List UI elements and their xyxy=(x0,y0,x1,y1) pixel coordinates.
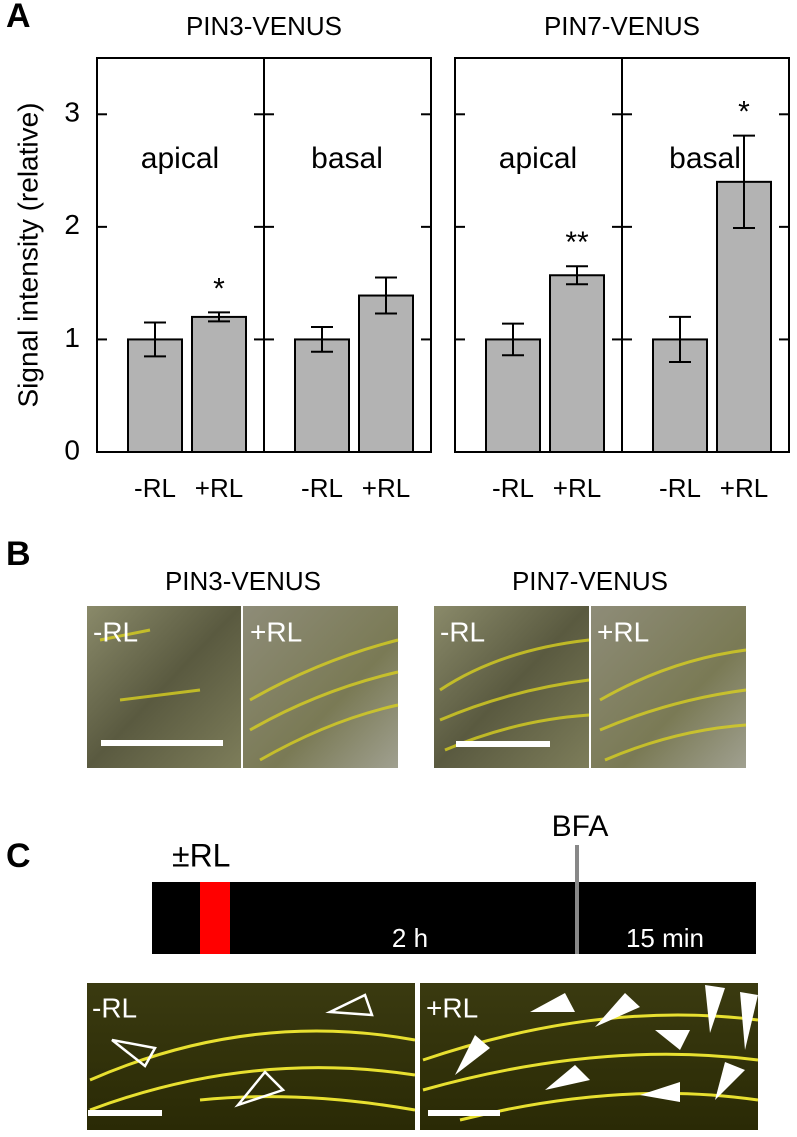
significance: * xyxy=(213,272,225,305)
x-tick-label: +RL xyxy=(720,473,768,503)
duration-label: 2 h xyxy=(392,923,428,953)
timeline xyxy=(152,882,756,954)
y-axis-label: Signal intensity (relative) xyxy=(12,102,43,407)
condition-label: +RL xyxy=(426,992,478,1023)
y-tick-label: 0 xyxy=(64,434,80,465)
x-tick-label: -RL xyxy=(301,473,343,503)
bar xyxy=(358,294,414,454)
panel-b-labels: PIN3-VENUS -RL +RL PIN7-VENUS -RL +RL xyxy=(93,566,668,648)
bar xyxy=(485,338,541,453)
x-tick-label: +RL xyxy=(195,473,243,503)
condition-label: -RL xyxy=(440,616,485,647)
significance: ** xyxy=(565,226,589,259)
image-title: PIN7-VENUS xyxy=(512,566,668,596)
chart-title: PIN7-VENUS xyxy=(544,11,700,41)
bar xyxy=(294,338,350,453)
duration-label: 15 min xyxy=(626,923,704,953)
micrograph xyxy=(87,983,415,1130)
arrowheads-filled xyxy=(455,985,758,1102)
light-pulse xyxy=(200,882,230,954)
micrographs-c xyxy=(87,983,759,1130)
micrographs-b xyxy=(87,606,747,768)
bar xyxy=(191,315,247,453)
y-tick-label: 2 xyxy=(64,209,80,240)
bar xyxy=(549,274,605,453)
chart-title: PIN3-VENUS xyxy=(186,11,342,41)
bar xyxy=(127,338,183,453)
drug-label: BFA xyxy=(552,810,609,843)
panel-label: B xyxy=(6,535,31,573)
condition-label: +RL xyxy=(597,616,649,647)
condition-label: -RL xyxy=(92,992,137,1023)
y-tick-label: 3 xyxy=(64,97,80,128)
x-tick-label: -RL xyxy=(659,473,701,503)
panel-label: C xyxy=(6,837,31,875)
panel-label: basal xyxy=(311,142,383,175)
cell-walls xyxy=(89,1013,759,1122)
cell-walls xyxy=(99,628,747,762)
micrograph xyxy=(591,606,746,768)
x-tick-label: +RL xyxy=(362,473,410,503)
condition-label: -RL xyxy=(93,616,138,647)
panel-label: A xyxy=(6,0,31,35)
x-tick-label: -RL xyxy=(492,473,534,503)
x-tick-label: -RL xyxy=(134,473,176,503)
condition-label: +RL xyxy=(250,616,302,647)
arrowheads-open xyxy=(111,993,374,1108)
x-tick-label: +RL xyxy=(553,473,601,503)
panel-label: apical xyxy=(141,142,219,175)
panel-label: basal xyxy=(669,142,741,175)
significance: * xyxy=(738,96,750,129)
panel-label: apical xyxy=(499,142,577,175)
y-tick-label: 1 xyxy=(64,322,80,353)
image-title: PIN3-VENUS xyxy=(165,566,321,596)
micrograph xyxy=(243,606,398,768)
treatment-label: ±RL xyxy=(172,837,230,873)
bar-charts: PIN3-VENUS 0 1 2 3 apical -RL +RL * basal -RL +RL PI… xyxy=(64,11,790,503)
